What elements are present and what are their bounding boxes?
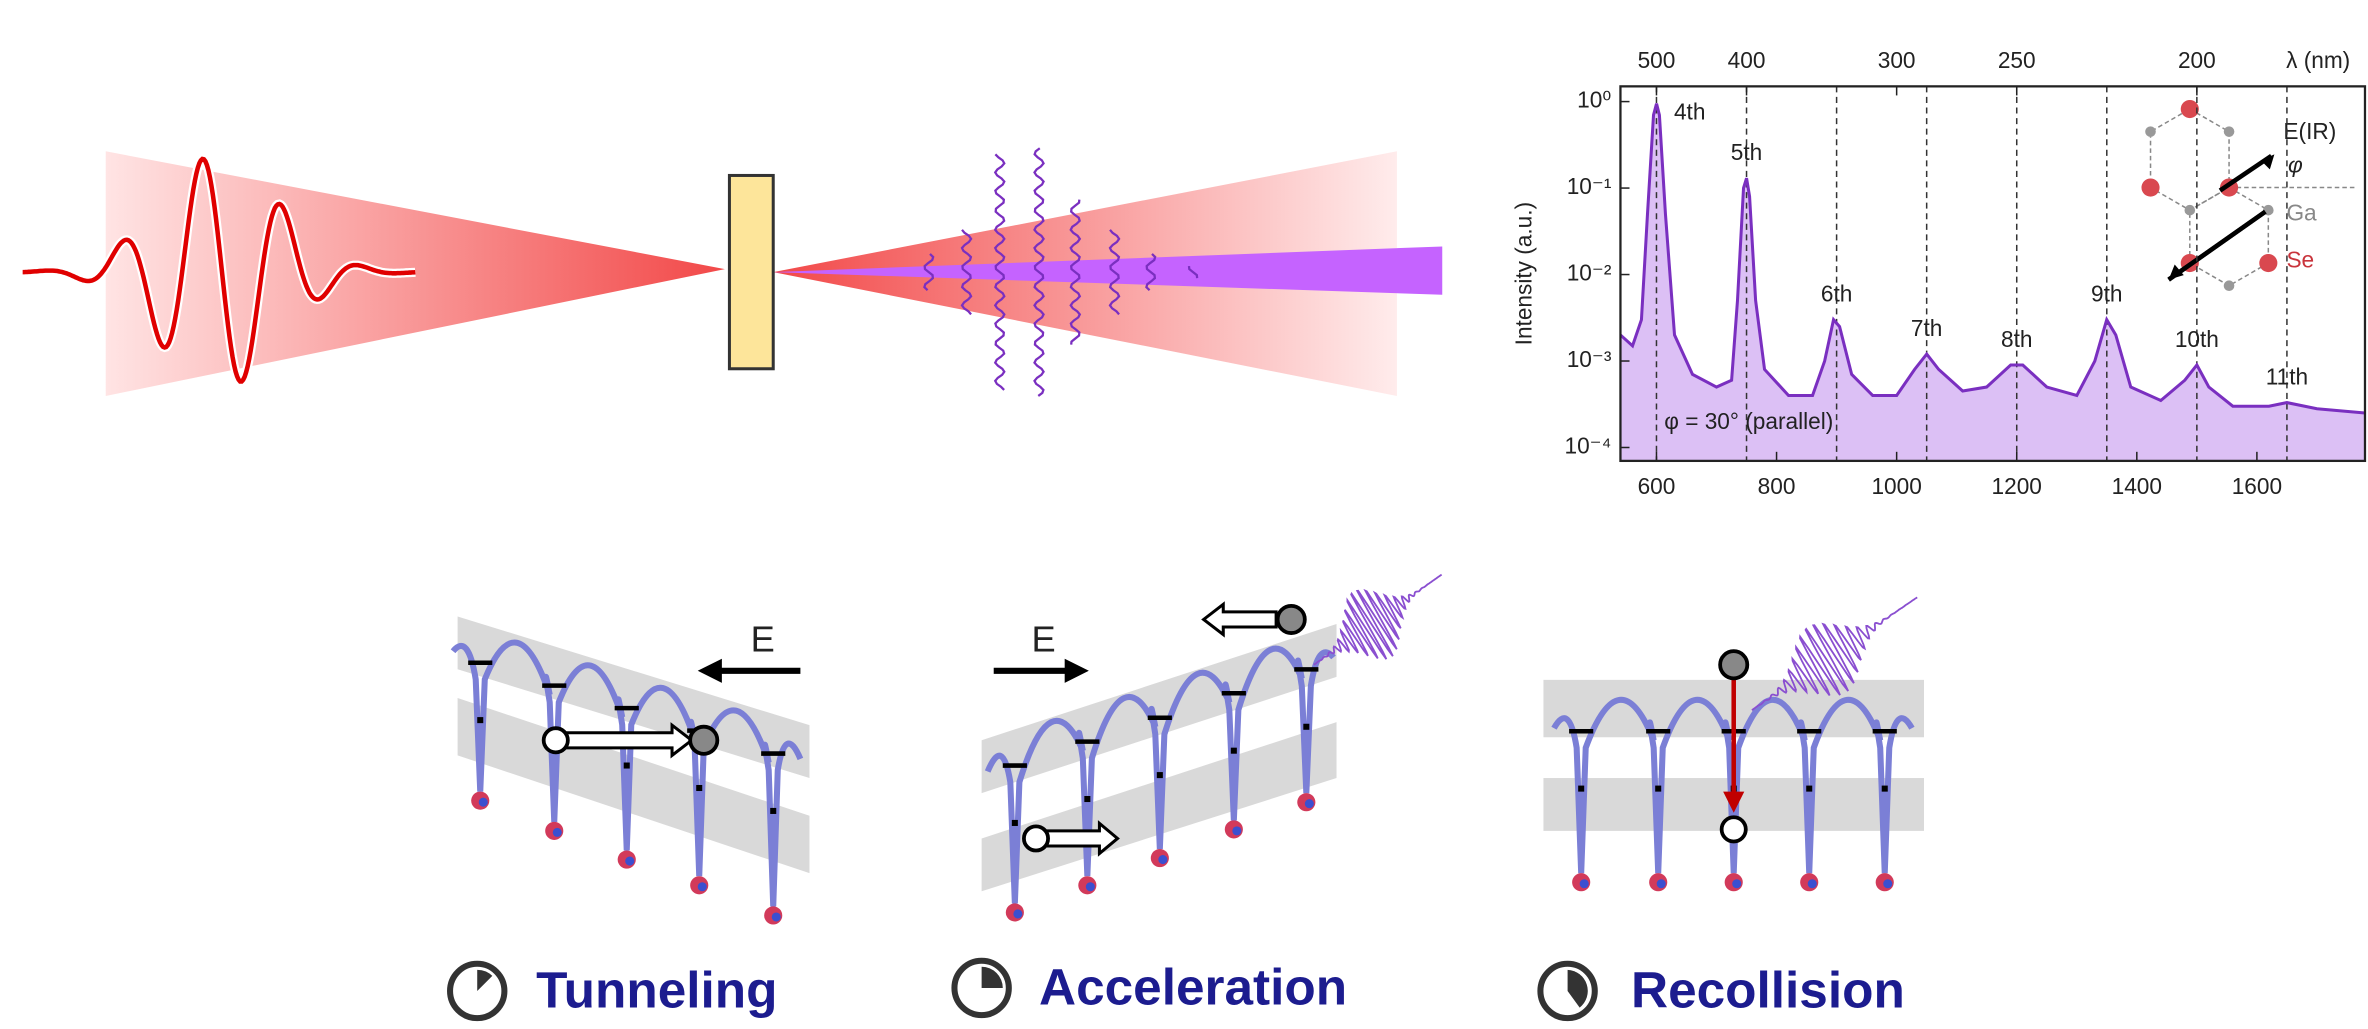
field-arrow [2169, 212, 2266, 280]
stopwatch-hand [477, 970, 492, 991]
field-arrow [2220, 156, 2271, 191]
level-dot [1157, 772, 1163, 778]
nucleus-core [1732, 879, 1741, 888]
level-dot [477, 717, 483, 723]
harmonic-label: 7th [1911, 315, 1942, 341]
stage-label: Acceleration [1039, 959, 1347, 1016]
hole [1722, 817, 1746, 841]
inset-label: Ga [2286, 200, 2317, 226]
level-dot [624, 763, 630, 769]
nucleus-core [1808, 879, 1817, 888]
stage-label: Recollision [1631, 962, 1905, 1019]
x2-tick-label: 400 [1728, 47, 1766, 73]
hole [1024, 826, 1048, 850]
level-dot [1231, 748, 1237, 754]
spectrum-chart: 4th 5th 6th 7th 8th 9th 10th 11th 600 800 1000 1200… [1510, 47, 2368, 537]
x2-tick-label: 250 [1998, 47, 2036, 73]
atom [2259, 254, 2277, 272]
field-label: E [751, 619, 775, 660]
nucleus-core [1580, 879, 1589, 888]
atom [2145, 126, 2156, 137]
annotation: φ = 30° (parallel) [1664, 408, 1833, 434]
nucleus-core [479, 798, 488, 807]
nucleus-core [698, 882, 707, 891]
atom [2141, 178, 2159, 196]
arrow-head [698, 659, 722, 683]
nucleus-core [1086, 882, 1095, 891]
x-tick-label: 800 [1758, 473, 1796, 499]
x-tick-label: 1200 [1992, 473, 2042, 499]
atoms [2141, 100, 2277, 291]
bands [458, 616, 1924, 891]
y-tick-label: 10⁻¹ [1567, 173, 1612, 199]
x-tick-label: 1400 [2112, 473, 2162, 499]
electron [1720, 651, 1747, 678]
y-tick-label: 10⁰ [1577, 87, 1611, 113]
y-tick-label: 10⁻³ [1567, 346, 1612, 372]
stopwatch-hand [1568, 970, 1588, 1008]
harmonic-label: 10th [2175, 326, 2219, 352]
y-axis-label: Intensity (a.u.) [1510, 202, 1536, 345]
level-dot [1012, 820, 1018, 826]
atom [2224, 126, 2235, 137]
inset-label: Se [2286, 247, 2314, 273]
crystal [729, 175, 773, 368]
x2-tick-label: 200 [2178, 47, 2216, 73]
x2-tick-label: 300 [1878, 47, 1916, 73]
atom [2224, 280, 2235, 291]
nucleus-core [1013, 909, 1022, 918]
level-dot [1806, 786, 1812, 792]
nucleus-core [553, 828, 562, 837]
x-tick-label: 600 [1638, 473, 1676, 499]
harmonic-label: 6th [1821, 281, 1852, 307]
level-dot [1578, 786, 1584, 792]
nucleus-core [1883, 879, 1892, 888]
inset-label: E(IR) [2283, 118, 2336, 144]
atom [2185, 205, 2196, 216]
electron [1278, 606, 1305, 633]
x-tick-label: 1600 [2232, 473, 2282, 499]
level-dot [1655, 786, 1661, 792]
field-label: E [1031, 619, 1055, 660]
level-dot [1303, 724, 1309, 730]
motion-arrow [1204, 604, 1276, 634]
x2-tick-label: 500 [1638, 47, 1676, 73]
harmonic-label: 5th [1731, 139, 1762, 165]
nucleus-core [772, 912, 781, 921]
y-tick-label: 10⁻² [1567, 260, 1612, 286]
stage-label: Tunneling [536, 962, 777, 1019]
harmonic-label: 11th [2266, 363, 2308, 389]
harmonic-label: 4th [1674, 99, 1705, 125]
inset-label: φ [2288, 151, 2303, 177]
y-tick-label: 10⁻⁴ [1565, 432, 1612, 458]
nucleus-core [625, 857, 634, 866]
arrow-head [1065, 659, 1089, 683]
nucleus-core [1305, 799, 1314, 808]
level-dot [1084, 796, 1090, 802]
level-dot [696, 785, 702, 791]
nucleus-core [1232, 826, 1241, 835]
level-dot [1882, 786, 1888, 792]
page: {"chart_data": {"type": "line", "x_label… [0, 0, 2368, 1029]
nucleus-core [1158, 855, 1167, 864]
x2-axis-label: λ (nm) [2286, 47, 2350, 73]
figure: E(IR) φ Ga Se E E Tunneling Accelerat [0, 0, 2368, 1029]
x-tick-label: 1000 [1871, 473, 1921, 499]
level-dot [770, 808, 776, 814]
harmonic-label: 9th [2091, 281, 2122, 307]
hole [544, 728, 568, 752]
harmonic-label: 8th [2001, 326, 2032, 352]
electron [690, 727, 717, 754]
nucleus-core [1657, 879, 1666, 888]
